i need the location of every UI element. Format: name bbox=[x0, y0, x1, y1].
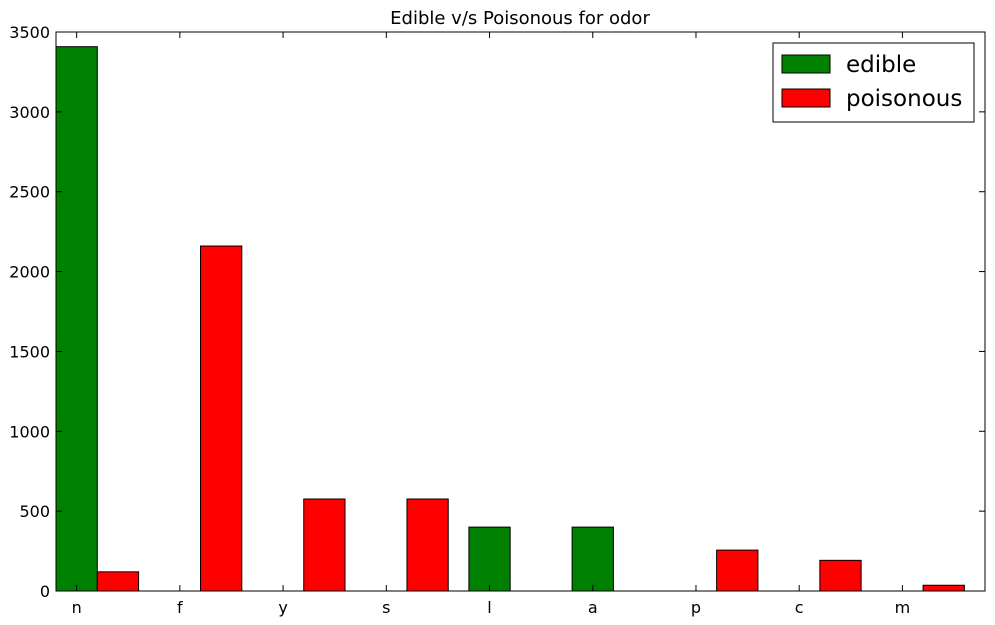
bar-poisonous-n bbox=[96, 571, 140, 592]
bar-edible-l bbox=[468, 526, 511, 592]
x-tick-label: a bbox=[588, 598, 598, 617]
x-tick-label: p bbox=[691, 598, 701, 617]
x-tick-label: y bbox=[278, 598, 287, 617]
legend-label-poisonous: poisonous bbox=[846, 86, 962, 112]
x-tick-label: f bbox=[177, 598, 183, 617]
bar-poisonous-f bbox=[200, 245, 243, 592]
bar-edible-a bbox=[571, 526, 614, 592]
legend-swatch-poisonous bbox=[781, 88, 831, 108]
x-tick-label: m bbox=[895, 598, 911, 617]
bar-poisonous-c bbox=[819, 559, 862, 592]
x-tick-label: c bbox=[795, 598, 804, 617]
y-tick-label: 2500 bbox=[9, 183, 50, 202]
legend: edible poisonous bbox=[772, 42, 975, 123]
bar-poisonous-s bbox=[406, 498, 449, 592]
bar-edible-n bbox=[55, 46, 98, 592]
chart-title: Edible v/s Poisonous for odor bbox=[390, 8, 650, 29]
y-tick-label: 500 bbox=[19, 502, 50, 521]
x-tick-label: l bbox=[487, 598, 491, 617]
plot-frame bbox=[55, 31, 986, 592]
y-tick-label: 3000 bbox=[9, 103, 50, 122]
bars bbox=[55, 46, 965, 592]
y-tick-label: 1000 bbox=[9, 422, 50, 441]
bar-poisonous-m bbox=[922, 584, 965, 592]
axes: 0 500 1000 1500 2000 2500 3000 3500 n f y s l a p c m bbox=[9, 23, 986, 617]
x-tick-label: s bbox=[382, 598, 390, 617]
x-tick-label: n bbox=[72, 598, 82, 617]
bar-poisonous-y bbox=[303, 498, 346, 592]
y-tick-label: 1500 bbox=[9, 342, 50, 361]
legend-swatch-edible bbox=[781, 54, 831, 74]
bar-poisonous-p bbox=[716, 549, 759, 592]
y-tick-label: 3500 bbox=[9, 23, 50, 42]
y-tick-label: 0 bbox=[40, 582, 50, 601]
legend-label-edible: edible bbox=[846, 52, 916, 78]
y-tick-label: 2000 bbox=[9, 263, 50, 282]
